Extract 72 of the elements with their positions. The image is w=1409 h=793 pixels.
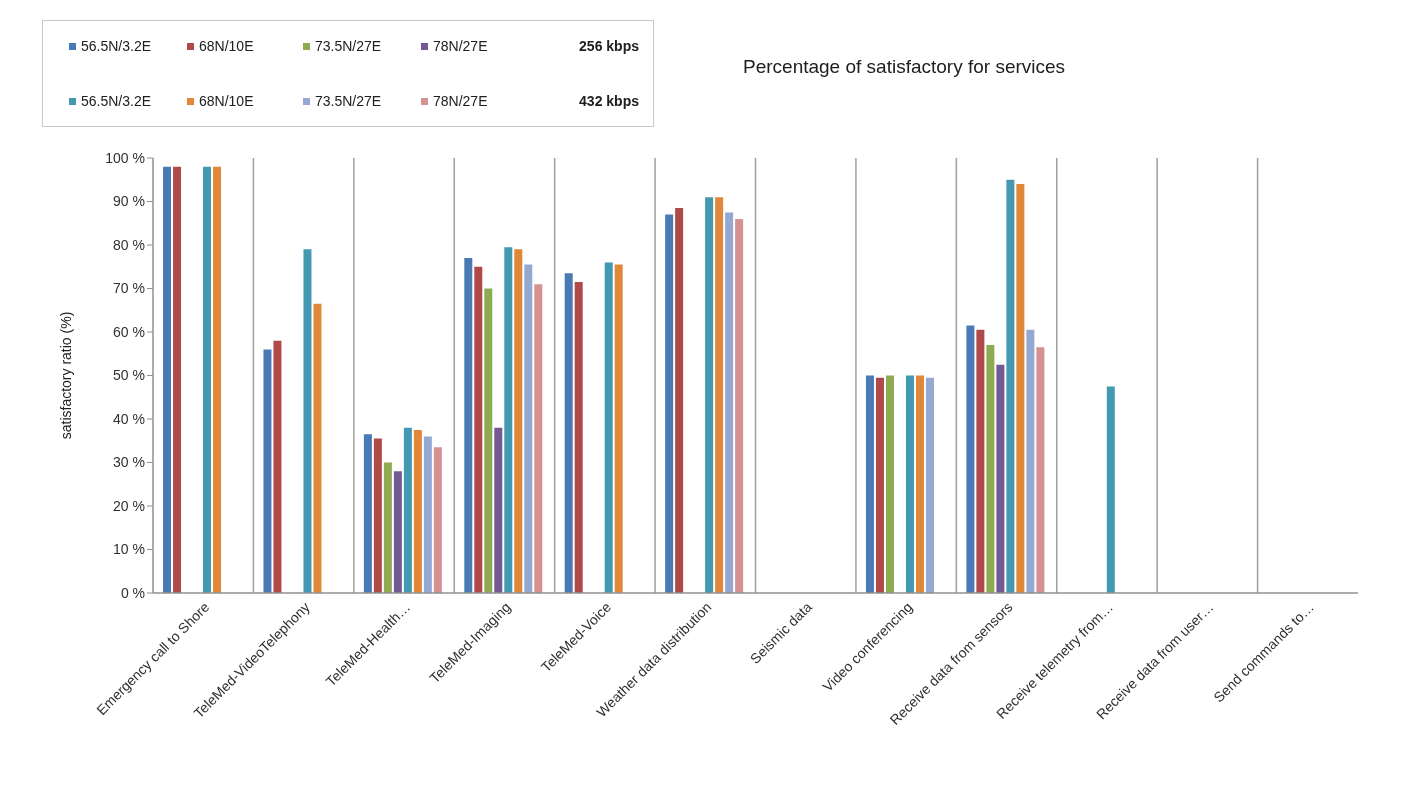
legend-label: 73.5N/27E <box>315 93 382 109</box>
y-tick-label: 50 % <box>113 367 145 384</box>
bar <box>996 364 1005 593</box>
bar <box>665 214 674 593</box>
bar <box>966 325 975 593</box>
y-tick-label: 70 % <box>113 280 145 297</box>
bar <box>393 471 402 593</box>
y-tick-label: 10 % <box>113 541 145 558</box>
bar <box>925 377 934 593</box>
y-tick-label: 80 % <box>113 236 145 253</box>
bar <box>705 197 714 593</box>
y-tick-label: 20 % <box>113 497 145 514</box>
bar <box>564 273 573 593</box>
bar <box>403 427 412 593</box>
bar <box>213 166 222 593</box>
bar <box>604 262 613 593</box>
bar <box>875 377 884 593</box>
bar <box>534 284 543 593</box>
bar <box>865 375 874 593</box>
bar <box>363 434 372 593</box>
bar <box>1036 347 1045 593</box>
bar <box>263 349 272 593</box>
y-axis-title: satisfactory ratio (%) <box>57 311 74 440</box>
bar <box>383 462 392 593</box>
bar <box>504 247 513 593</box>
chart-title: Percentage of satisfactory for services <box>743 56 1066 78</box>
bar <box>614 264 623 593</box>
legend-label: 56.5N/3.2E <box>81 38 152 54</box>
bar <box>203 166 212 593</box>
bar <box>986 345 995 593</box>
legend-label: 56.5N/3.2E <box>81 93 152 109</box>
bar <box>484 288 493 593</box>
bar <box>514 249 523 593</box>
y-tick-label: 30 % <box>113 454 145 471</box>
bar <box>915 375 924 593</box>
y-tick-label: 40 % <box>113 410 145 427</box>
bar <box>725 212 734 593</box>
bar <box>675 208 684 593</box>
y-tick-label: 100 % <box>105 149 145 166</box>
legend-label: 68N/10E <box>199 38 254 54</box>
text: 432 kbps <box>578 93 639 109</box>
bar <box>1016 184 1025 593</box>
bar <box>273 340 282 593</box>
bar <box>1006 179 1015 593</box>
y-tick-label: 0 % <box>120 584 145 601</box>
bar <box>474 266 483 593</box>
bar <box>524 264 533 593</box>
bar <box>735 218 744 593</box>
bar <box>574 281 583 593</box>
text: 256 kbps <box>578 38 639 54</box>
bar <box>173 166 182 593</box>
bar <box>1106 386 1115 593</box>
bar <box>885 375 894 593</box>
bar <box>715 197 724 593</box>
bar <box>303 249 312 593</box>
legend-label: 68N/10E <box>199 93 254 109</box>
bar <box>976 329 985 593</box>
y-tick-label: 90 % <box>113 193 145 210</box>
bar <box>163 166 172 593</box>
bar <box>905 375 914 593</box>
legend-label: 78N/27E <box>433 38 488 54</box>
bar <box>373 438 382 593</box>
bar <box>423 436 432 593</box>
legend-label: 73.5N/27E <box>315 38 382 54</box>
bar <box>464 258 473 593</box>
bar <box>494 427 503 593</box>
bar <box>413 429 422 593</box>
y-tick-label: 60 % <box>113 323 145 340</box>
bar <box>313 303 322 593</box>
bar <box>1026 329 1035 593</box>
legend-label: 78N/27E <box>433 93 488 109</box>
bar <box>433 447 442 593</box>
